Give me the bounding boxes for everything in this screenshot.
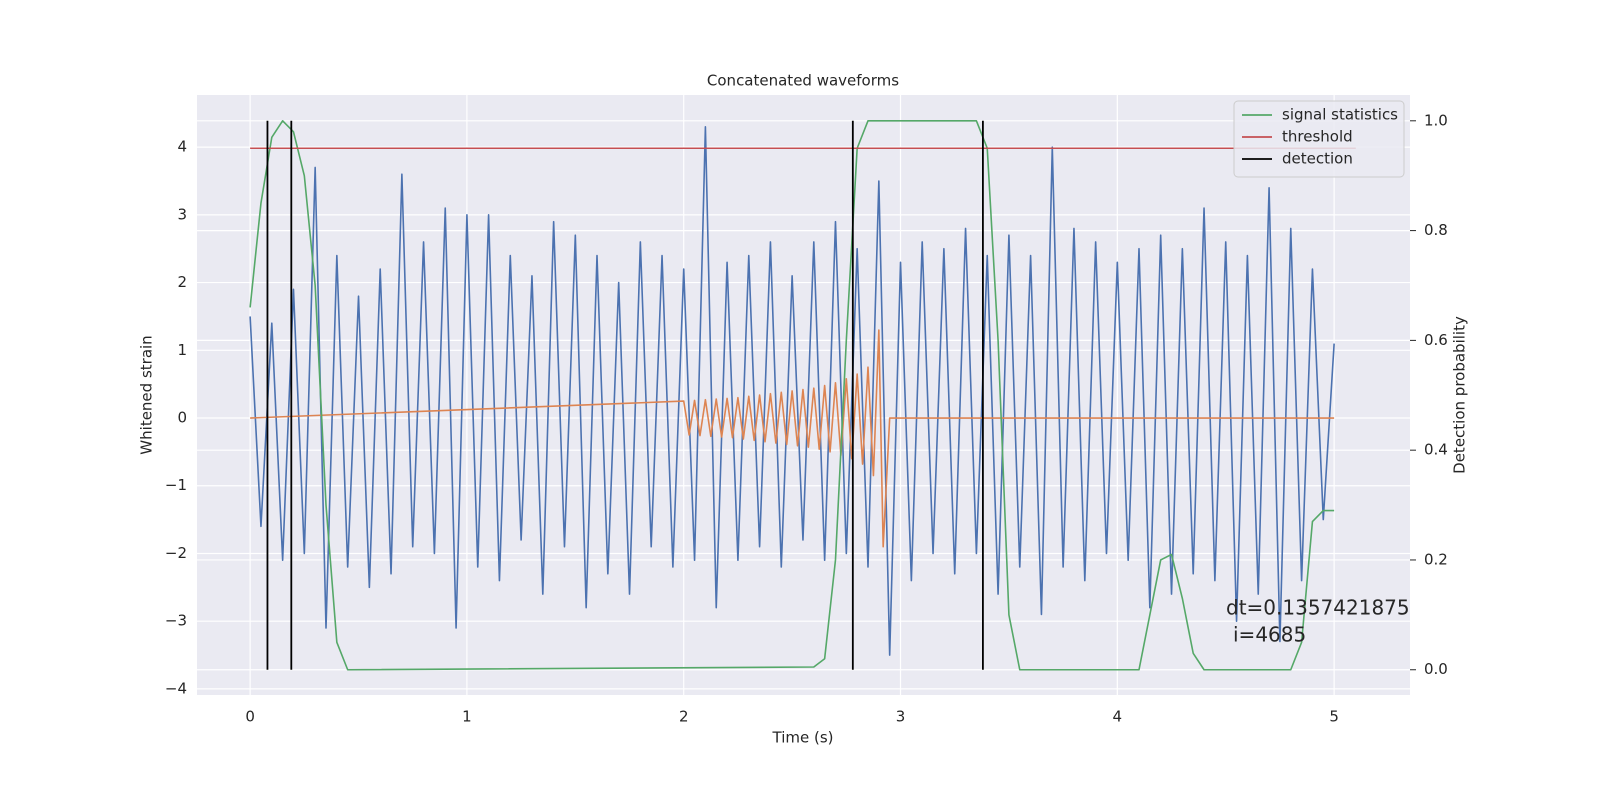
x-axis-label: Time (s) — [772, 729, 834, 747]
y-tick-label: −1 — [165, 476, 187, 494]
y2-axis-label: Detection probability — [1451, 316, 1469, 474]
y2-tick-label: 0.0 — [1424, 660, 1448, 678]
x-tick-label: 2 — [679, 708, 689, 726]
y-tick-label: −3 — [165, 612, 187, 630]
legend-label: detection — [1282, 150, 1353, 168]
y-tick-label: 4 — [177, 138, 187, 156]
x-tick-label: 5 — [1329, 708, 1339, 726]
legend-label: threshold — [1282, 128, 1353, 146]
x-tick-label: 1 — [462, 708, 472, 726]
y-tick-label: 1 — [177, 341, 187, 359]
legend-box — [1233, 100, 1405, 178]
y2-tick-label: 0.4 — [1424, 441, 1448, 459]
x-tick-label: 0 — [245, 708, 255, 726]
annotation: dt=0.1357421875 — [1226, 596, 1410, 620]
y-tick-label: 3 — [177, 205, 187, 223]
y2-tick-label: 0.2 — [1424, 550, 1448, 568]
series-line — [249, 126, 1335, 656]
series-line — [250, 329, 1335, 548]
y2-tick-label: 0.8 — [1424, 221, 1448, 239]
y-tick-label: 2 — [177, 273, 187, 291]
annotation: i=4685 — [1233, 623, 1306, 647]
x-tick-label: 3 — [896, 708, 906, 726]
y2-tick-label: 0.6 — [1424, 331, 1448, 349]
legend-label: signal statistics — [1282, 106, 1398, 124]
y-tick-label: 0 — [177, 409, 187, 427]
chart-title: Concatenated waveforms — [707, 72, 899, 90]
y2-tick-label: 1.0 — [1424, 111, 1448, 129]
x-tick-label: 4 — [1113, 708, 1123, 726]
y-axis-label: Whitened strain — [138, 335, 156, 454]
y-tick-label: −4 — [165, 679, 187, 697]
series-line — [249, 120, 1335, 671]
y-tick-label: −2 — [165, 544, 187, 562]
